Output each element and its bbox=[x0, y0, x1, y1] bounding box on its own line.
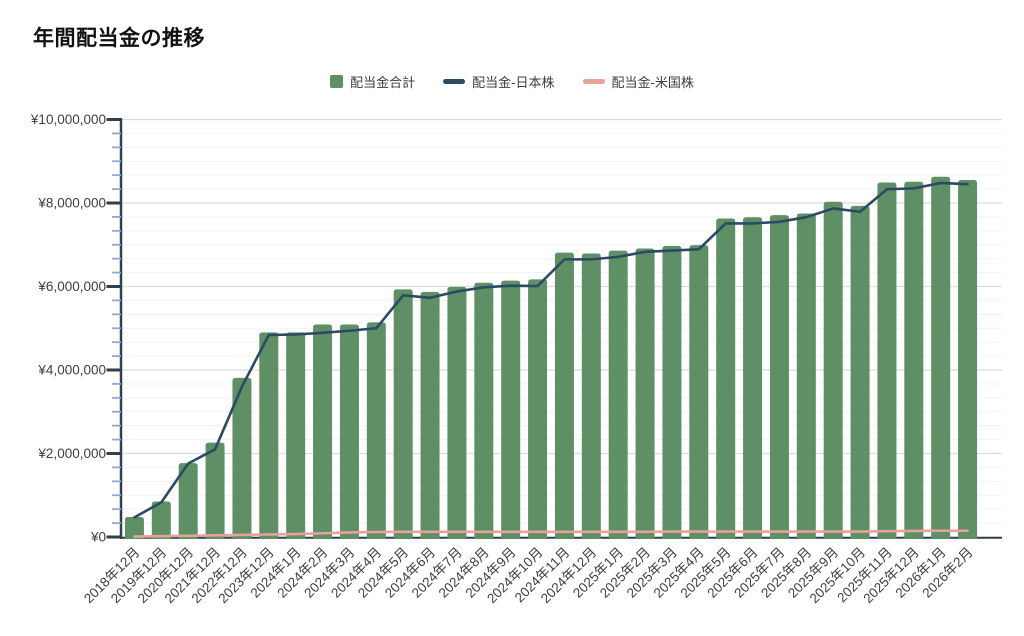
y-tick-label: ¥2,000,000 bbox=[37, 446, 106, 461]
bar bbox=[958, 180, 978, 539]
bar bbox=[769, 215, 789, 540]
total-series-swatch-icon bbox=[330, 75, 344, 88]
bar bbox=[931, 176, 951, 539]
legend-item-total[interactable]: 配当金合計 bbox=[330, 72, 415, 91]
y-tick-label: ¥6,000,000 bbox=[37, 279, 106, 294]
y-tick-label: ¥4,000,000 bbox=[37, 363, 106, 378]
bar bbox=[904, 181, 924, 539]
y-tick-labels: ¥0 ¥2,000,000 ¥4,000,000 ¥6,000,000 ¥8,000,0… bbox=[30, 112, 106, 545]
bar bbox=[124, 516, 144, 539]
legend-item-us-stocks[interactable]: 配当金-米国株 bbox=[582, 72, 694, 91]
bar bbox=[581, 253, 601, 539]
bar bbox=[339, 324, 359, 539]
bar bbox=[286, 332, 306, 539]
bar bbox=[474, 282, 494, 539]
bar bbox=[447, 286, 467, 539]
legend-label: 配当金-米国株 bbox=[611, 75, 694, 90]
bar bbox=[151, 501, 171, 539]
legend-label: 配当金-日本株 bbox=[472, 75, 555, 90]
bar bbox=[259, 332, 279, 539]
bar bbox=[662, 246, 682, 539]
bar bbox=[420, 291, 440, 539]
bar bbox=[823, 201, 843, 539]
chart-legend: 配当金合計 配当金-日本株 配当金-米国株 bbox=[0, 72, 1024, 91]
bar bbox=[850, 205, 870, 540]
japan-series-swatch-icon bbox=[443, 79, 466, 84]
bar bbox=[232, 377, 252, 539]
bar bbox=[366, 322, 386, 539]
bar bbox=[743, 217, 763, 539]
line-series bbox=[133, 181, 969, 538]
x-tick-labels: 2018年12月2019年12月2020年12月2021年12月2022年12月… bbox=[81, 545, 976, 607]
bar bbox=[501, 280, 521, 539]
bar bbox=[716, 218, 736, 539]
bar-series-total bbox=[124, 176, 978, 540]
bar bbox=[205, 442, 225, 539]
page-title: 年間配当金の推移 bbox=[33, 27, 205, 50]
bar bbox=[608, 250, 628, 539]
y-ticks bbox=[106, 118, 122, 539]
japan-line bbox=[133, 181, 969, 519]
bar bbox=[313, 324, 333, 539]
bar bbox=[877, 182, 897, 540]
y-tick-label: ¥0 bbox=[90, 530, 106, 545]
legend-label: 配当金合計 bbox=[350, 75, 416, 90]
y-tick-label: ¥10,000,000 bbox=[30, 112, 106, 127]
us-series-swatch-icon bbox=[582, 79, 605, 84]
bar bbox=[393, 289, 413, 539]
bar bbox=[528, 279, 548, 539]
bar bbox=[689, 245, 709, 540]
legend-item-japan-stocks[interactable]: 配当金-日本株 bbox=[443, 72, 555, 91]
bar bbox=[796, 213, 816, 539]
bar bbox=[554, 252, 574, 539]
bar bbox=[178, 463, 198, 539]
bar bbox=[635, 248, 655, 539]
y-tick-label: ¥8,000,000 bbox=[37, 196, 106, 211]
us-line bbox=[133, 529, 969, 538]
